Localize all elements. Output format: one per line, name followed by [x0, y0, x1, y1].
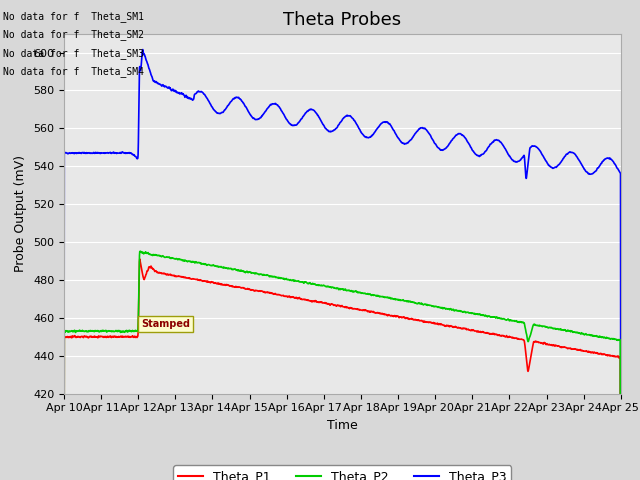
Theta_P1	[316, 300, 324, 305]
Theta_P1	[601, 351, 609, 357]
Theta_P2	[88, 328, 96, 334]
Theta_P3	[139, 47, 147, 52]
Line: Theta_P3: Theta_P3	[64, 49, 621, 480]
Text: No data for f  Theta_SM1: No data for f Theta_SM1	[3, 11, 144, 22]
Theta_P3	[331, 127, 339, 132]
Line: Theta_P1: Theta_P1	[64, 259, 621, 480]
Theta_P1	[88, 335, 96, 340]
Theta_P2	[601, 335, 609, 340]
Text: Stamped: Stamped	[141, 319, 190, 329]
Title: Theta Probes: Theta Probes	[284, 11, 401, 29]
Theta_P3	[316, 117, 324, 122]
Theta_P3	[601, 156, 609, 162]
X-axis label: Time: Time	[327, 419, 358, 432]
Theta_P2	[136, 248, 144, 254]
Theta_P3	[88, 150, 96, 156]
Theta_P2	[331, 285, 339, 291]
Legend: Theta_P1, Theta_P2, Theta_P3: Theta_P1, Theta_P2, Theta_P3	[173, 465, 511, 480]
Theta_P2	[499, 316, 506, 322]
Theta_P2	[601, 335, 609, 340]
Text: No data for f  Theta_SM4: No data for f Theta_SM4	[3, 66, 144, 77]
Theta_P2	[316, 283, 324, 288]
Theta_P1	[499, 333, 506, 338]
Theta_P1	[601, 351, 609, 357]
Theta_P1	[136, 256, 143, 262]
Line: Theta_P2: Theta_P2	[64, 251, 621, 480]
Theta_P1	[331, 302, 339, 308]
Y-axis label: Probe Output (mV): Probe Output (mV)	[15, 155, 28, 272]
Text: No data for f  Theta_SM3: No data for f Theta_SM3	[3, 48, 144, 59]
Theta_P3	[601, 156, 609, 162]
Theta_P3	[499, 142, 506, 147]
Text: No data for f  Theta_SM2: No data for f Theta_SM2	[3, 29, 144, 40]
